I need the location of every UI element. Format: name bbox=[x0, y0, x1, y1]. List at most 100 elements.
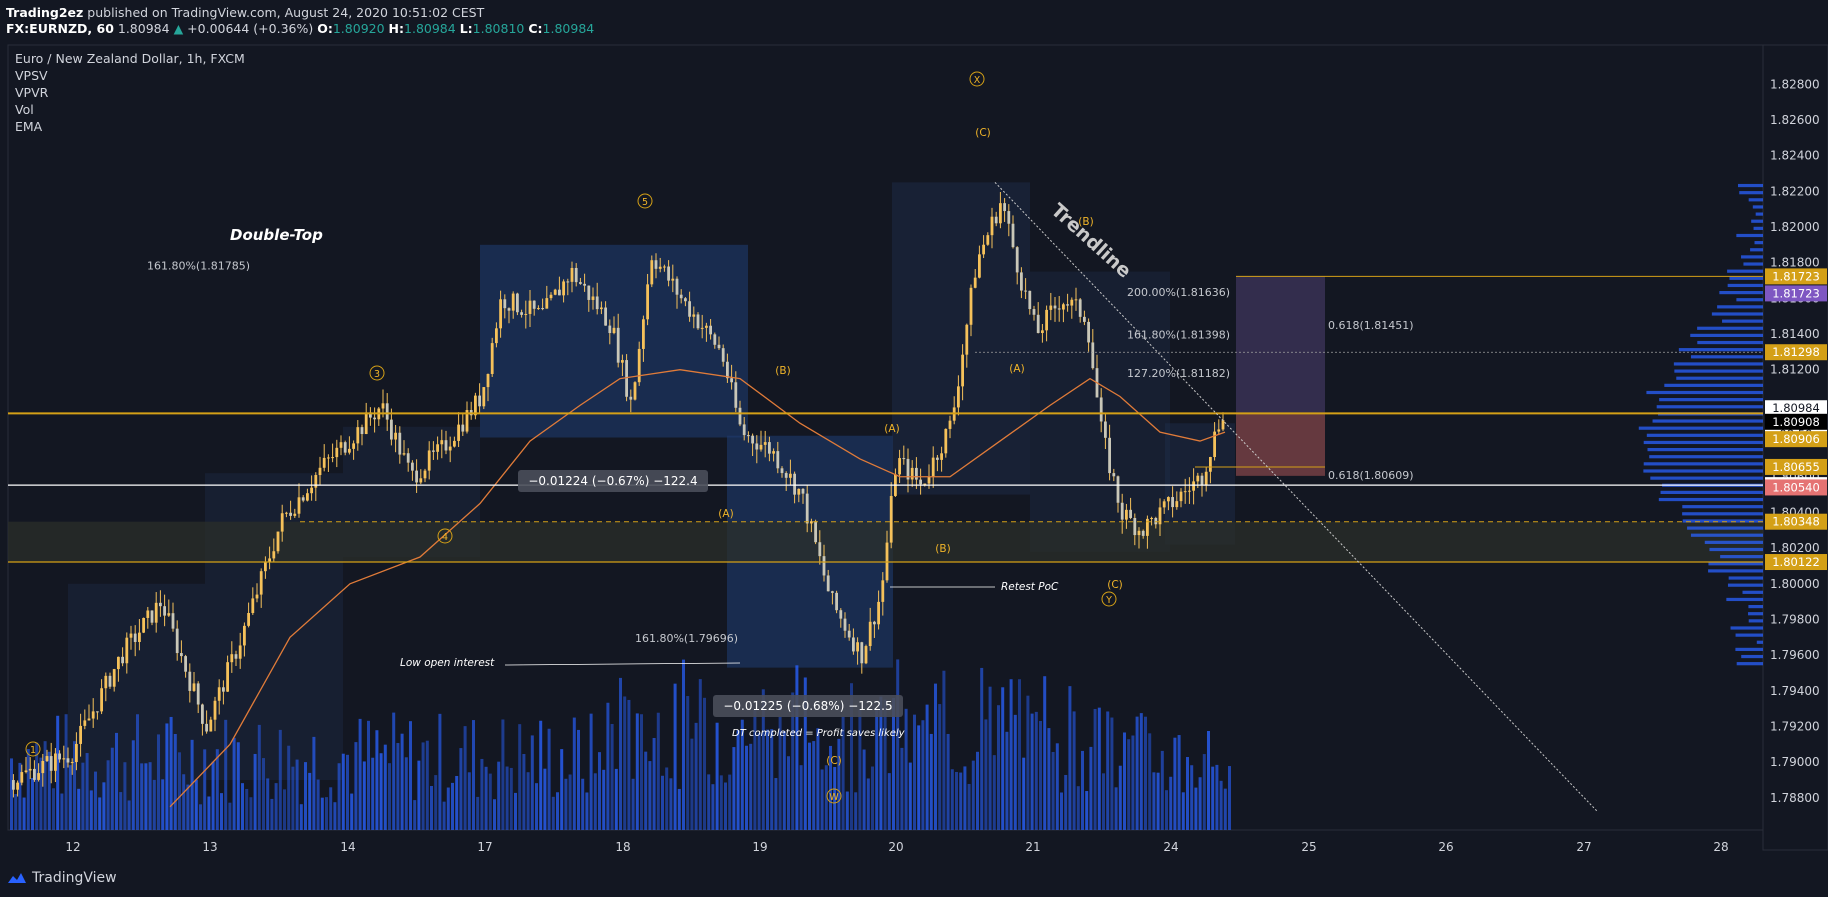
candle-body bbox=[49, 756, 53, 771]
volume-bar bbox=[1068, 686, 1072, 830]
volume-bar bbox=[539, 720, 543, 830]
legend-vpvr[interactable]: VPVR bbox=[15, 85, 49, 100]
candle-body bbox=[873, 621, 876, 625]
candle-body bbox=[238, 645, 242, 659]
vpvr-bar bbox=[1682, 519, 1763, 523]
volume-bar bbox=[1207, 730, 1210, 830]
wave-label: 1 bbox=[30, 745, 36, 756]
candle-body bbox=[205, 723, 208, 732]
volume-bar bbox=[598, 752, 601, 830]
candle-body bbox=[1112, 473, 1116, 477]
volume-bar bbox=[81, 762, 85, 830]
candle-body bbox=[167, 613, 171, 616]
candle-body bbox=[360, 427, 364, 435]
vpvr-bar bbox=[1748, 604, 1763, 609]
y-tick-1.81800: 1.81800 bbox=[1770, 256, 1820, 270]
candle-body bbox=[213, 700, 217, 720]
volume-bar bbox=[1085, 791, 1089, 830]
legend-ema[interactable]: EMA bbox=[15, 119, 43, 134]
candle-body bbox=[100, 688, 103, 712]
candle-body bbox=[495, 328, 498, 344]
vpvr-bar bbox=[1753, 226, 1763, 230]
volume-bar bbox=[241, 783, 244, 830]
candle-body bbox=[318, 467, 322, 476]
volume-bar bbox=[787, 756, 790, 830]
candle-body bbox=[738, 407, 742, 425]
candle-body bbox=[1213, 431, 1216, 457]
candle-body bbox=[1162, 501, 1166, 508]
candle-body bbox=[1125, 509, 1128, 520]
volume-bar bbox=[753, 709, 757, 830]
volume-bar bbox=[459, 748, 463, 830]
volume-bar bbox=[904, 708, 908, 830]
candle-body bbox=[1062, 304, 1065, 310]
volume-bar bbox=[556, 792, 559, 830]
wave-label: Y bbox=[1105, 595, 1112, 606]
author-name[interactable]: Trading2ez bbox=[6, 5, 84, 20]
candle-body bbox=[66, 758, 70, 763]
candle-body bbox=[553, 289, 557, 295]
volume-bar bbox=[463, 726, 467, 830]
volume-bar bbox=[207, 796, 211, 830]
volume-bar bbox=[980, 667, 984, 830]
price-tag bbox=[1765, 554, 1827, 571]
price-change: +0.00644 (+0.36%) bbox=[187, 21, 314, 36]
candle-body bbox=[465, 410, 469, 432]
volume-bar bbox=[707, 774, 711, 830]
stop-zone bbox=[1236, 413, 1325, 476]
candle-body bbox=[696, 314, 700, 329]
candle-body bbox=[822, 556, 826, 576]
volume-bar bbox=[917, 725, 921, 830]
wave-label: (A) bbox=[718, 508, 733, 520]
candle-body bbox=[499, 299, 502, 329]
volume-bar bbox=[136, 714, 139, 830]
candle-body bbox=[936, 457, 939, 460]
candle-body bbox=[520, 312, 523, 315]
candle-body bbox=[33, 768, 36, 780]
x-tick-17: 17 bbox=[477, 840, 492, 854]
candle-body bbox=[251, 598, 255, 613]
tradingview-logo[interactable]: TradingView bbox=[6, 870, 117, 886]
y-tick-1.81200: 1.81200 bbox=[1770, 363, 1820, 377]
candle-body bbox=[280, 513, 284, 532]
volume-bar bbox=[1089, 746, 1093, 830]
legend-vpsv[interactable]: VPSV bbox=[15, 68, 48, 83]
volume-bar bbox=[1013, 714, 1017, 830]
volume-bar bbox=[501, 719, 505, 830]
candle-body bbox=[138, 632, 141, 642]
volume-bar bbox=[631, 778, 635, 830]
vpvr-bar bbox=[1638, 426, 1763, 430]
candle-body bbox=[1083, 316, 1086, 322]
volume-bar bbox=[879, 696, 883, 830]
candle-body bbox=[1091, 342, 1095, 369]
volume-bar bbox=[472, 720, 475, 830]
vpvr-bar bbox=[1676, 376, 1763, 380]
candle-body bbox=[1221, 420, 1225, 430]
wave-label: (B) bbox=[1078, 216, 1093, 228]
volume-bar bbox=[35, 742, 39, 830]
volume-bar bbox=[64, 714, 68, 830]
candle-body bbox=[503, 299, 507, 309]
volume-bar bbox=[690, 738, 694, 830]
wave-circle bbox=[826, 788, 842, 804]
candle-body bbox=[20, 772, 24, 783]
volume-bar bbox=[89, 790, 93, 830]
vpvr-bar bbox=[1719, 290, 1763, 295]
x-tick-13: 13 bbox=[202, 840, 217, 854]
fib-label: 127.20%(1.81182) bbox=[1127, 367, 1230, 380]
candle-body bbox=[448, 446, 452, 451]
volume-bar bbox=[1186, 757, 1189, 830]
candle-body bbox=[1129, 509, 1132, 518]
candle-body bbox=[768, 442, 771, 454]
vpvr-bar bbox=[1656, 405, 1763, 409]
candle-body bbox=[1099, 397, 1103, 422]
volume-bar bbox=[299, 804, 303, 830]
vpvr-bar bbox=[1743, 262, 1763, 266]
volume-bar bbox=[488, 773, 492, 830]
volume-bar bbox=[1093, 708, 1097, 830]
legend-vol[interactable]: Vol bbox=[15, 102, 34, 117]
candle-body bbox=[843, 618, 847, 631]
volume-bar bbox=[1156, 772, 1160, 830]
volume-bar bbox=[833, 767, 837, 830]
